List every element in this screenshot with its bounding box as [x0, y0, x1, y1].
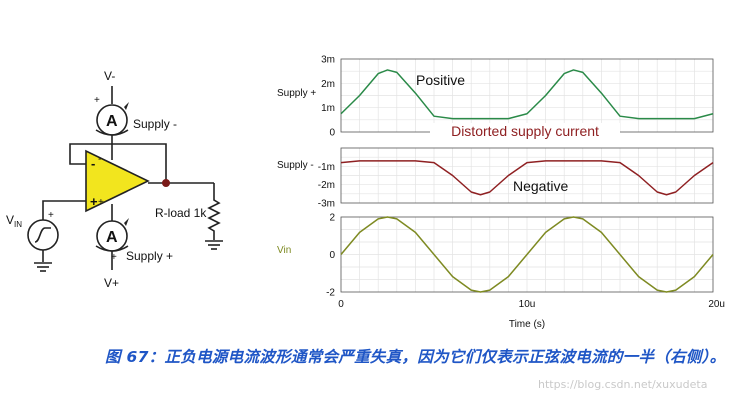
opamp-top-pin-minus: - — [98, 154, 101, 165]
distorted-current-title: Distorted supply current — [451, 123, 599, 139]
y-tick-label: 0 — [329, 250, 335, 261]
supply-plus-label: Supply + — [126, 249, 173, 263]
watermark-url: https://blog.csdn.net/xuxudeta — [538, 378, 708, 391]
input-wire — [42, 200, 86, 220]
y-tick-label: 0 — [329, 128, 335, 139]
y-tick-label: 1m — [321, 103, 335, 114]
y-axis-label: Supply + — [277, 88, 316, 99]
feedback-wire — [69, 143, 167, 183]
opamp-triangle — [85, 149, 150, 213]
y-axis-label: Supply - — [277, 160, 314, 171]
x-tick-label: 10u — [519, 299, 536, 310]
opamp-minus-input: - — [91, 156, 95, 171]
vin-source-label: VIN — [6, 213, 22, 229]
opamp-plus-input: + — [90, 194, 98, 209]
output-node-dot — [162, 179, 171, 188]
plot-panel-frame — [340, 147, 714, 204]
ammeter-top-symbol-label: A — [106, 113, 118, 130]
ammeter-bottom-symbol-label: A — [106, 229, 118, 246]
series-line-middle — [340, 160, 714, 196]
ammeter-top-arrow — [124, 102, 129, 110]
y-tick-label: 2m — [321, 79, 335, 90]
supply-minus-label: Supply - — [133, 117, 177, 131]
opamp-circuit-schematic — [27, 86, 223, 272]
vin-source-plus-sign: + — [48, 210, 54, 221]
series-line-top — [340, 69, 714, 120]
load-resistor-label: R-load 1k — [155, 206, 207, 220]
vin-step-icon — [34, 227, 51, 243]
ammeter-bottom-arrow — [124, 218, 129, 226]
figure-caption: 图 67：正负电源电流波形通常会严重失真，因为它们仅表示正弦波电流的一半（右侧）… — [105, 348, 726, 366]
vin-source-symbol — [27, 219, 59, 251]
y-tick-label: -2 — [326, 288, 335, 299]
series-line-bottom — [340, 216, 714, 293]
load-resistor-icon — [207, 183, 221, 240]
y-tick-label: -2m — [318, 180, 335, 191]
x-tick-label: 20u — [708, 299, 725, 310]
plot-axis-labels: Supply + Supply - Vin Positive Negative Disto… — [277, 72, 620, 330]
negative-annotation: Negative — [513, 178, 568, 194]
y-tick-label: -3m — [318, 199, 335, 210]
plot-series — [340, 69, 714, 293]
v-plus-label: V+ — [104, 276, 119, 290]
x-tick-label: 0 — [338, 299, 344, 310]
ammeter-top-plus-sign: + — [94, 95, 100, 106]
positive-annotation: Positive — [416, 72, 465, 88]
plot-grid — [341, 59, 713, 292]
y-tick-label: 3m — [321, 55, 335, 66]
y-axis-label: Vin — [277, 245, 291, 256]
opamp-bottom-pin-plus: + — [98, 197, 104, 208]
title-background — [430, 123, 620, 141]
x-axis-label: Time (s) — [509, 319, 545, 330]
y-tick-label: -1m — [318, 162, 335, 173]
v-minus-label: V- — [104, 69, 115, 83]
ammeter-bottom-plus-sign: + — [111, 252, 117, 263]
y-tick-label: 2 — [329, 213, 335, 224]
